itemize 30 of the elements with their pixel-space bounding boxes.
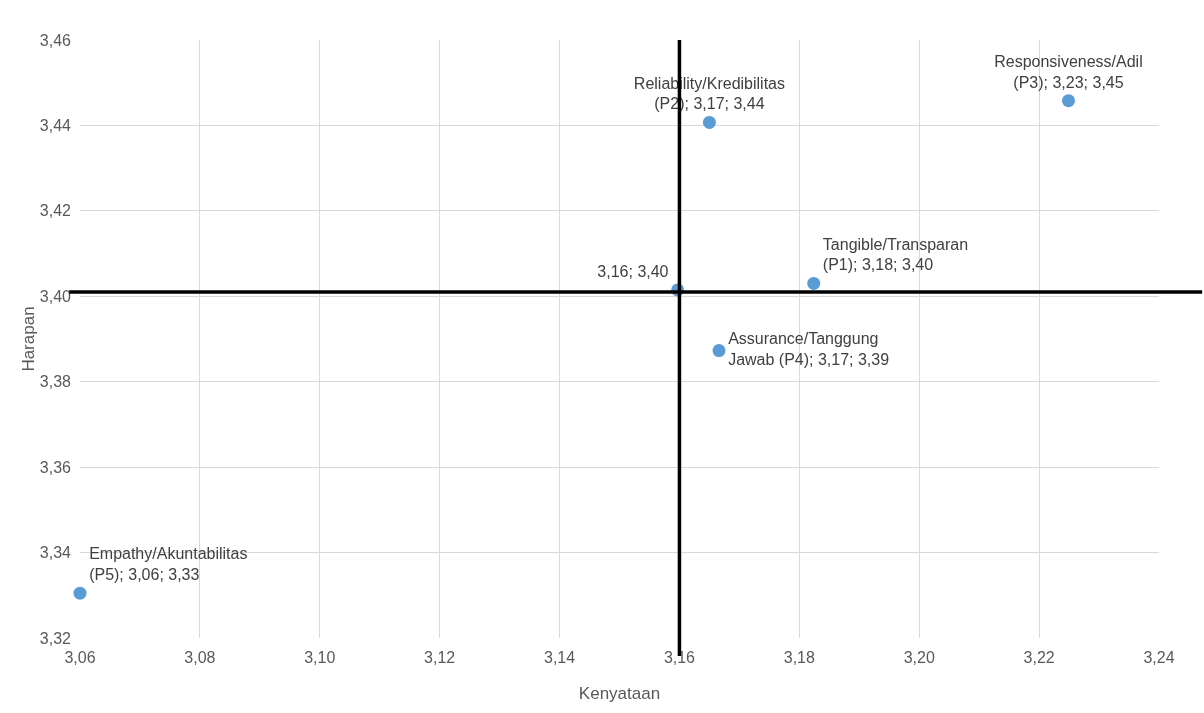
x-tick-label: 3,20	[903, 649, 935, 666]
point	[702, 115, 716, 129]
x-tick-label: 3,06	[64, 649, 96, 666]
x-tick-label: 3,18	[783, 649, 815, 666]
point	[712, 344, 726, 358]
y-tick-label: 3,46	[39, 31, 72, 49]
x-tick-label: 3,14	[543, 649, 576, 666]
data-label: Assurance/Tanggung Jawab (P4); 3,17; 3,39	[728, 330, 890, 368]
point	[807, 276, 821, 290]
y-tick-label: 3,44	[39, 117, 72, 135]
x-tick-label: 3,10	[304, 649, 336, 666]
y-tick-label: 3,40	[39, 287, 72, 305]
data-label: 3,16; 3,40	[597, 262, 669, 280]
y-tick-label: 3,36	[39, 458, 72, 476]
data-label: Empathy/Akuntabilitas (P5); 3,06; 3,33	[89, 545, 248, 584]
x-tick-label: 3,08	[184, 649, 216, 666]
data-label: Responsiveness/Adil (P3); 3,23; 3,45	[994, 52, 1143, 91]
data-label: Tangible/Transparan (P1); 3,18; 3,40	[822, 235, 969, 274]
y-axis-title: Harapan	[18, 306, 38, 372]
x-tick-label: 3,22	[1023, 649, 1055, 666]
point	[73, 586, 87, 600]
x-tick-label: 3,24	[1143, 649, 1175, 666]
x-tick-label: 3,12	[424, 649, 456, 666]
y-tick-label: 3,42	[39, 202, 72, 220]
y-tick-label: 3,34	[39, 544, 72, 562]
y-tick-label: 3,32	[39, 629, 72, 647]
x-axis-title: Kenyataan	[578, 684, 661, 703]
x-tick-label: 3,16	[663, 649, 696, 666]
point	[1061, 94, 1075, 108]
y-tick-label: 3,38	[39, 373, 72, 391]
